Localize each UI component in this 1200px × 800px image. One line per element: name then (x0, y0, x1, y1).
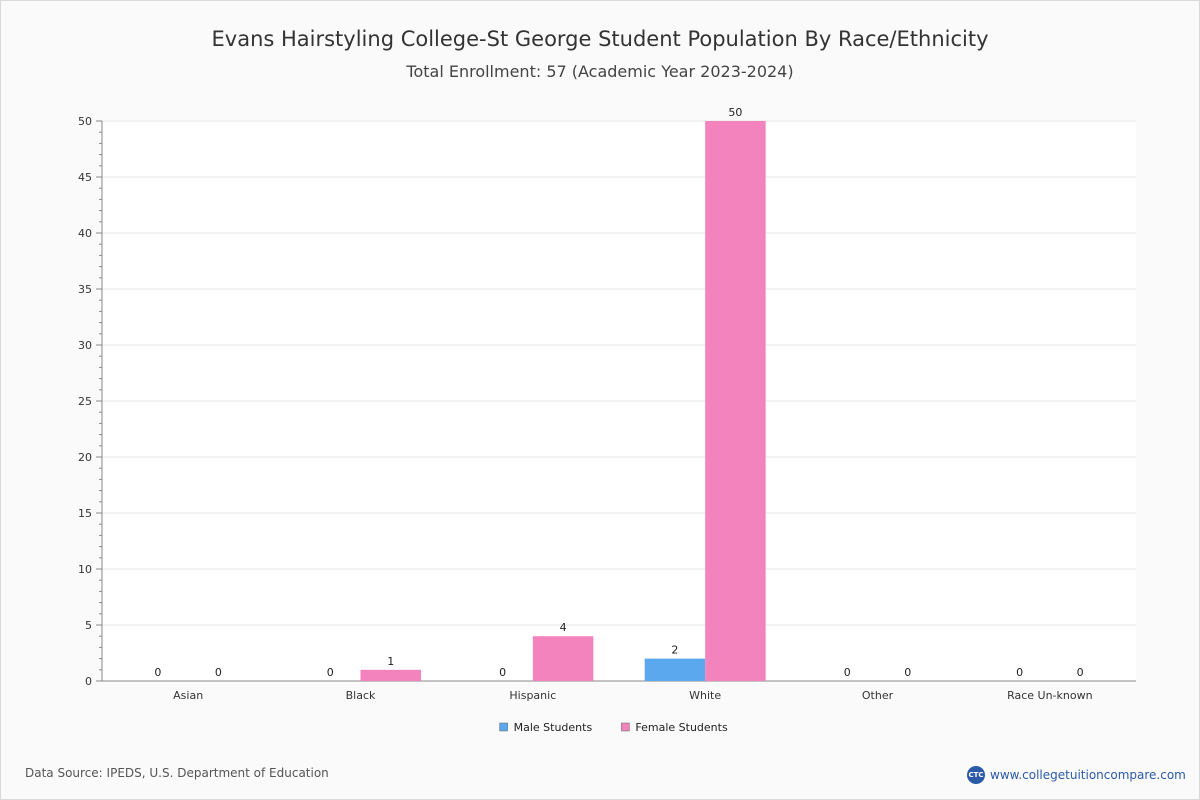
x-tick-label: Black (346, 689, 376, 702)
legend-swatch (621, 722, 630, 732)
y-tick-label: 5 (85, 619, 92, 632)
data-label: 50 (728, 106, 742, 119)
chart-subtitle: Total Enrollment: 57 (Academic Year 2023… (406, 62, 794, 81)
x-tick-label: Other (862, 689, 894, 702)
bar-female (705, 121, 766, 681)
brand-url: www.collegetuitioncompare.com (990, 768, 1186, 782)
brand-logo-icon: CTC (967, 766, 985, 784)
chart-title: Evans Hairstyling College-St George Stud… (211, 27, 989, 51)
data-label: 4 (560, 621, 567, 634)
y-tick-label: 20 (78, 451, 92, 464)
x-tick-label: White (689, 689, 721, 702)
y-tick-label: 30 (78, 339, 92, 352)
y-tick-label: 45 (78, 171, 92, 184)
bar-female (360, 669, 421, 681)
data-source-note: Data Source: IPEDS, U.S. Department of E… (25, 766, 329, 780)
legend-label: Female Students (635, 721, 728, 734)
y-tick-label: 25 (78, 395, 92, 408)
data-label: 0 (1016, 666, 1023, 679)
legend-label: Male Students (514, 721, 593, 734)
y-tick-label: 40 (78, 227, 92, 240)
brand-link[interactable]: CTC www.collegetuitioncompare.com (967, 765, 1186, 785)
y-tick-label: 0 (85, 675, 92, 688)
data-label: 1 (387, 655, 394, 668)
data-label: 0 (844, 666, 851, 679)
data-label: 0 (327, 666, 334, 679)
y-tick-label: 35 (78, 283, 92, 296)
y-tick-label: 15 (78, 507, 92, 520)
data-label: 0 (1077, 666, 1084, 679)
y-tick-label: 50 (78, 115, 92, 128)
data-label: 0 (215, 666, 222, 679)
x-tick-label: Asian (173, 689, 203, 702)
bar-female (532, 636, 594, 681)
legend-swatch (499, 722, 508, 732)
y-tick-label: 10 (78, 563, 92, 576)
data-label: 0 (904, 666, 911, 679)
data-label: 2 (671, 644, 678, 657)
x-tick-label: Race Un-known (1007, 689, 1093, 702)
data-label: 0 (154, 666, 161, 679)
x-tick-label: Hispanic (509, 689, 556, 702)
data-label: 0 (499, 666, 506, 679)
bar-male (644, 658, 706, 681)
